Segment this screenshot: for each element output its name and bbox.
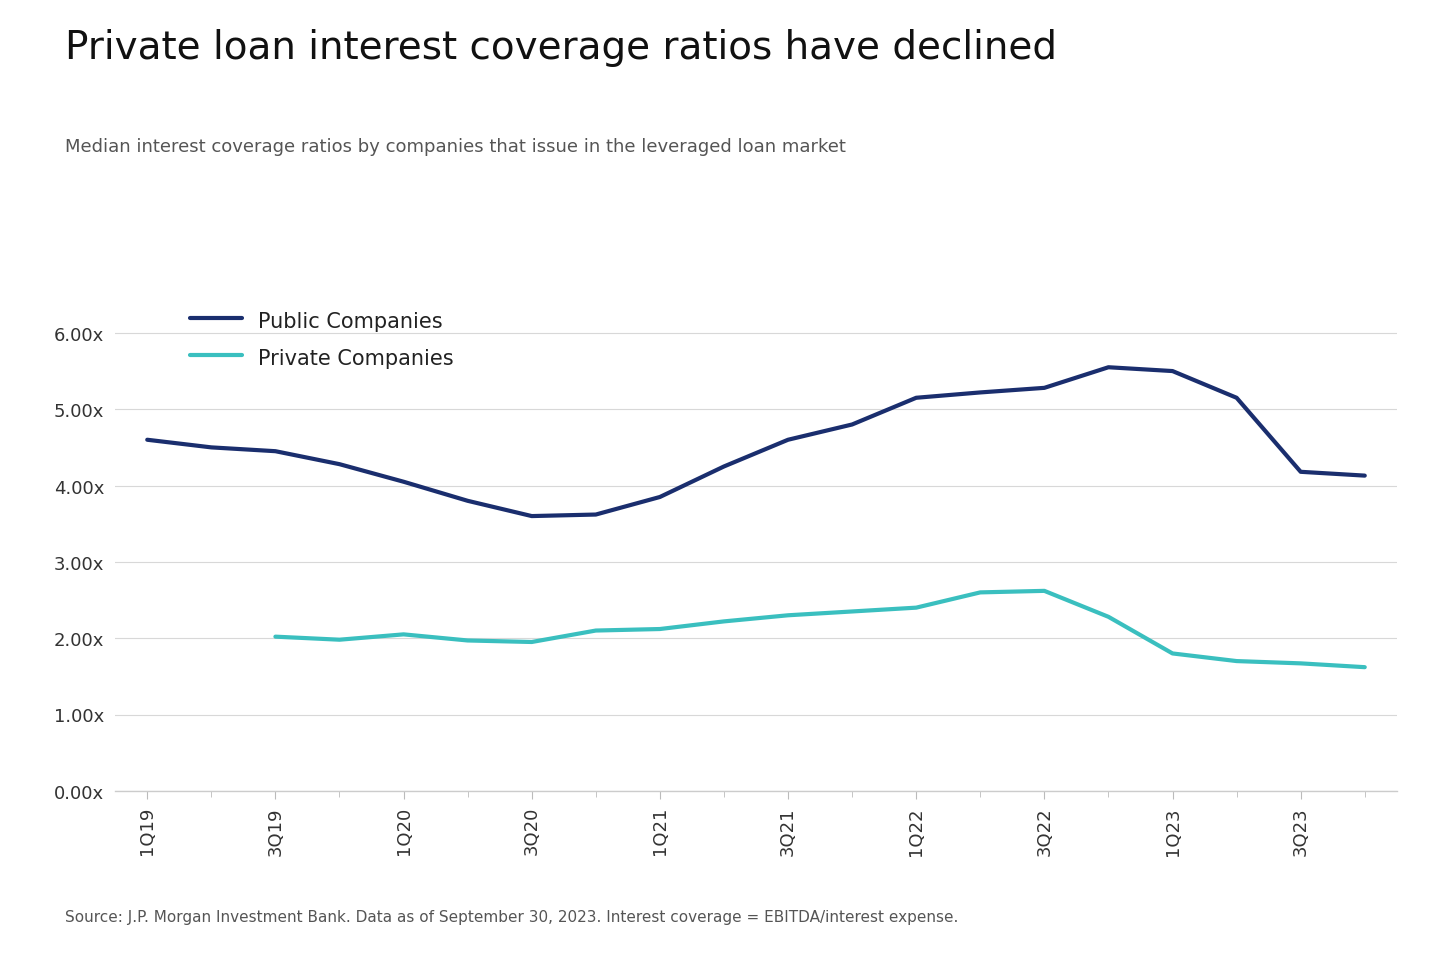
Public Companies	[588, 509, 605, 520]
Private Companies	[1356, 661, 1374, 673]
Private Companies	[972, 587, 989, 598]
Private Companies	[1164, 648, 1181, 659]
Private Companies	[1228, 656, 1246, 667]
Line: Public Companies: Public Companies	[147, 368, 1365, 517]
Public Companies	[1356, 471, 1374, 482]
Private Companies	[651, 623, 668, 635]
Public Companies	[266, 446, 284, 457]
Private Companies	[588, 625, 605, 637]
Public Companies	[1292, 467, 1309, 478]
Private Companies	[459, 635, 477, 646]
Public Companies	[972, 387, 989, 398]
Public Companies	[1035, 383, 1053, 395]
Private Companies	[1100, 612, 1117, 623]
Public Companies	[523, 511, 540, 522]
Legend: Public Companies, Private Companies: Public Companies, Private Companies	[190, 311, 454, 368]
Line: Private Companies: Private Companies	[275, 591, 1365, 667]
Private Companies	[266, 631, 284, 642]
Public Companies	[331, 459, 348, 471]
Public Companies	[716, 461, 733, 473]
Private Companies	[523, 637, 540, 648]
Public Companies	[1228, 393, 1246, 404]
Private Companies	[907, 602, 924, 614]
Private Companies	[844, 606, 861, 618]
Public Companies	[395, 476, 412, 488]
Private Companies	[779, 610, 796, 621]
Public Companies	[844, 419, 861, 431]
Public Companies	[203, 442, 220, 454]
Text: Source: J.P. Morgan Investment Bank. Data as of September 30, 2023. Interest cov: Source: J.P. Morgan Investment Bank. Dat…	[65, 909, 958, 924]
Public Companies	[138, 435, 156, 446]
Public Companies	[907, 393, 924, 404]
Public Companies	[779, 435, 796, 446]
Public Companies	[651, 492, 668, 503]
Public Companies	[459, 496, 477, 507]
Private Companies	[1035, 585, 1053, 597]
Private Companies	[331, 635, 348, 646]
Public Companies	[1100, 362, 1117, 374]
Private Companies	[395, 629, 412, 640]
Text: Private loan interest coverage ratios have declined: Private loan interest coverage ratios ha…	[65, 29, 1057, 67]
Public Companies	[1164, 366, 1181, 377]
Text: Median interest coverage ratios by companies that issue in the leveraged loan ma: Median interest coverage ratios by compa…	[65, 138, 845, 156]
Private Companies	[716, 616, 733, 627]
Private Companies	[1292, 658, 1309, 669]
